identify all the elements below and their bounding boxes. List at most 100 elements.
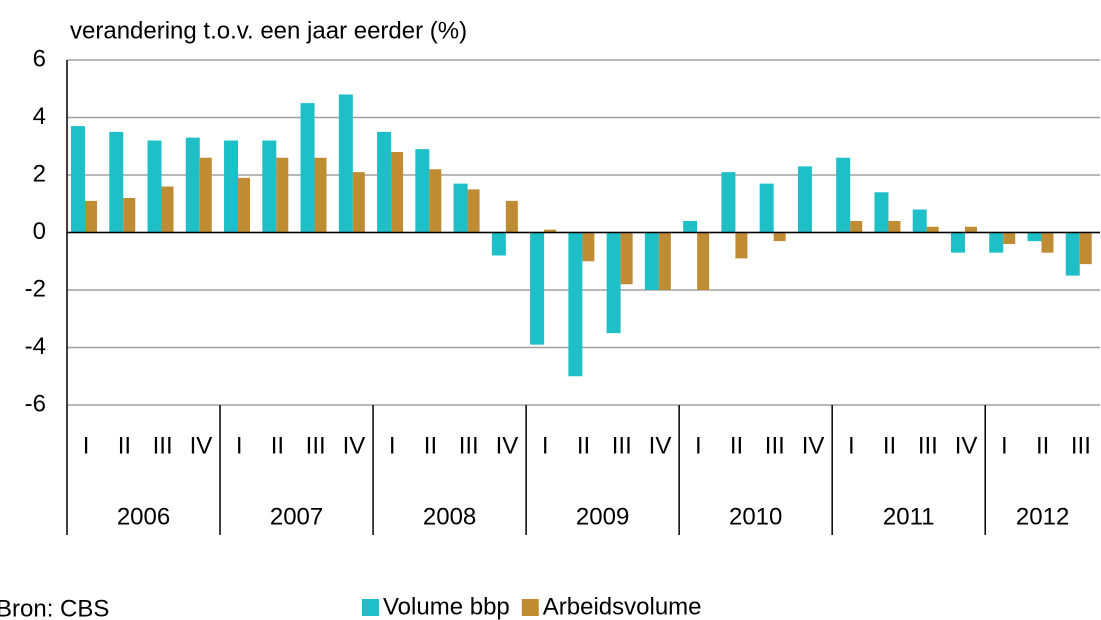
x-tick-label: I	[1001, 432, 1008, 459]
bar	[161, 186, 174, 233]
bar	[658, 232, 671, 290]
bar	[429, 169, 442, 233]
x-tick-label: IV	[802, 432, 825, 459]
x-tick-label: IV	[496, 432, 519, 459]
x-tick-label: III	[1071, 432, 1091, 459]
bar	[912, 209, 927, 233]
year-label: 2006	[117, 503, 170, 530]
x-tick-label: II	[424, 432, 437, 459]
y-tick-label: 0	[33, 218, 46, 245]
x-tick-label: II	[1036, 432, 1049, 459]
bar	[147, 140, 162, 233]
y-tick-label: -2	[25, 275, 46, 302]
bar	[109, 131, 124, 233]
year-label: 2010	[729, 503, 782, 530]
bar	[238, 177, 251, 233]
bar	[926, 226, 939, 233]
bar	[950, 232, 965, 253]
x-tick-label: II	[730, 432, 743, 459]
bar	[185, 137, 200, 233]
legend-label: Arbeidsvolume	[543, 593, 702, 620]
x-tick-label: I	[83, 432, 90, 459]
bar	[352, 172, 365, 233]
x-tick-label: I	[848, 432, 855, 459]
year-label: 2007	[270, 503, 323, 530]
bar	[964, 226, 977, 233]
bar	[276, 157, 289, 233]
year-label: 2011	[883, 503, 935, 530]
bar	[721, 172, 736, 233]
bar	[759, 183, 774, 233]
bar	[582, 232, 595, 262]
y-tick-label: -4	[25, 333, 46, 360]
bar	[1065, 232, 1080, 276]
x-tick-label: III	[612, 432, 632, 459]
bar	[453, 183, 468, 233]
bar	[683, 221, 698, 233]
y-tick-label: 2	[33, 160, 46, 187]
bar	[606, 232, 621, 334]
bar	[123, 198, 136, 233]
bar	[314, 157, 327, 233]
legend-swatch	[362, 599, 379, 616]
x-tick-label: II	[271, 432, 284, 459]
x-tick-label: I	[236, 432, 243, 459]
bar	[262, 140, 277, 233]
year-label: 2008	[423, 503, 476, 530]
bar	[85, 200, 97, 233]
year-label: 2009	[576, 503, 629, 530]
x-tick-label: III	[765, 432, 785, 459]
bar	[415, 149, 430, 233]
bar	[644, 232, 659, 290]
bar	[1027, 232, 1042, 242]
bar	[491, 232, 506, 256]
bar	[850, 221, 863, 233]
bar	[888, 221, 901, 233]
legend-label: Volume bbp	[383, 593, 510, 620]
bar	[391, 152, 404, 233]
bar	[300, 103, 315, 233]
y-tick-label: 6	[33, 45, 46, 72]
bar	[735, 232, 748, 259]
bar	[530, 232, 545, 345]
bar	[797, 166, 812, 233]
x-tick-label: II	[577, 432, 590, 459]
bar	[199, 157, 212, 233]
x-tick-label: II	[118, 432, 131, 459]
x-tick-label: I	[695, 432, 702, 459]
x-tick-label: IV	[649, 432, 672, 459]
y-tick-label: 4	[33, 103, 46, 130]
bar	[836, 157, 851, 233]
x-tick-label: III	[153, 432, 173, 459]
bar	[697, 232, 710, 290]
bar	[467, 189, 480, 233]
x-tick-label: II	[883, 432, 896, 459]
bar	[544, 229, 557, 233]
x-tick-label: III	[306, 432, 326, 459]
legend-swatch	[521, 599, 539, 616]
chart-title: verandering t.o.v. een jaar eerder (%)	[70, 17, 467, 44]
bar	[505, 200, 518, 233]
bar	[377, 131, 392, 233]
source: Bron: CBS	[0, 595, 109, 620]
x-tick-label: IV	[955, 432, 978, 459]
bar	[773, 232, 786, 242]
year-label: 2012	[1016, 503, 1069, 530]
bar	[568, 232, 583, 377]
bar	[1079, 232, 1092, 265]
x-tick-label: III	[459, 432, 479, 459]
bar	[338, 94, 353, 233]
bar	[224, 140, 239, 233]
bar	[620, 232, 633, 285]
x-tick-label: III	[918, 432, 938, 459]
bar	[989, 232, 1004, 253]
bar	[1041, 232, 1054, 253]
x-tick-label: IV	[190, 432, 213, 459]
x-tick-label: I	[389, 432, 396, 459]
y-tick-label: -6	[25, 390, 46, 417]
x-tick-label: I	[542, 432, 549, 459]
bar	[874, 192, 889, 233]
x-tick-label: IV	[343, 432, 366, 459]
bar	[71, 126, 85, 233]
